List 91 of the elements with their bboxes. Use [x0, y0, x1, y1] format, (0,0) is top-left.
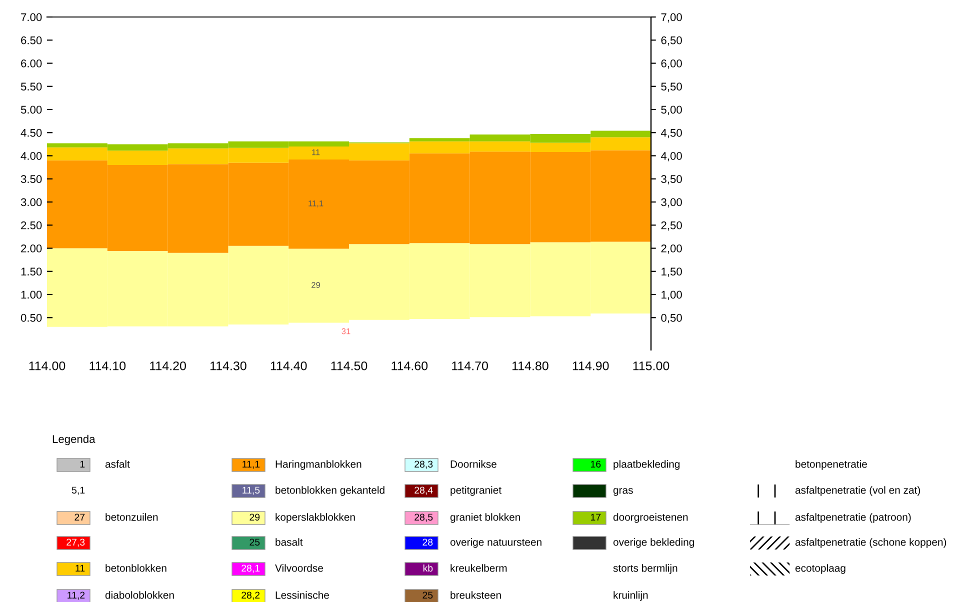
text: 28,5	[414, 514, 433, 522]
y2-tick-label: 1,00	[662, 290, 682, 300]
text: 27,3	[66, 538, 85, 547]
text: 28,4	[414, 486, 433, 495]
text: 29	[250, 514, 260, 521]
y2-tick-label: 7,00	[661, 13, 682, 22]
y-tick-label: 7.00	[21, 13, 42, 22]
legend-label: doorgroeistenen	[613, 513, 688, 523]
text: 28	[422, 538, 433, 546]
annotation: 11	[312, 149, 320, 156]
legend-label: Haringmanblokken	[276, 460, 362, 470]
text: 11	[76, 564, 85, 572]
y2-tick-label: 6,00	[661, 60, 682, 69]
y-tick-label: 0.50	[20, 314, 42, 322]
text: asfalt	[105, 460, 130, 468]
text: 11,5	[242, 486, 260, 495]
text: overige bekleding	[613, 538, 694, 548]
text: 17	[590, 514, 601, 521]
x-tick-label: 114.60	[392, 361, 428, 370]
x-tick-label: 115.00	[633, 361, 670, 370]
y-tick-label: 6.50	[21, 36, 42, 44]
y-tick-label: 3.00	[20, 198, 42, 206]
legend-title: Legenda	[52, 434, 96, 446]
text: Vilvoordse	[275, 564, 323, 572]
text: betonblokken gekanteld	[276, 486, 384, 496]
y2-tick-label: 2,00	[661, 244, 682, 254]
text: Lessinische	[276, 591, 329, 599]
x-tick-label: 114.50	[331, 361, 368, 370]
text: 27	[74, 514, 85, 521]
legend-label: betonblokken	[106, 564, 166, 572]
text: 25	[250, 538, 260, 546]
y-tick-label: 2.00	[21, 244, 42, 252]
text: gras	[613, 488, 633, 496]
x-tick-label: 114.40	[270, 361, 307, 370]
y-tick-label: 1.50	[21, 268, 42, 276]
text: kreukelberm	[450, 564, 507, 572]
text: 28,2	[242, 592, 260, 600]
text: storts bermlijn	[613, 564, 678, 574]
y2-tick-label: 4,50	[660, 128, 682, 138]
x-tick-label: 114.30	[210, 361, 246, 370]
text: 25	[422, 592, 433, 599]
y2-tick-label: 6,50	[661, 36, 682, 46]
y-tick-label: 4.50	[20, 128, 42, 137]
y2-tick-label: 0,50	[661, 314, 682, 324]
text: Doornikse	[450, 460, 496, 468]
text: kb	[423, 564, 433, 572]
y-tick-label: 1.00	[21, 290, 42, 299]
x-tick-label: 114.90	[572, 361, 609, 370]
annotation: 31	[342, 328, 350, 334]
y-tick-label: 2.50	[21, 221, 42, 230]
text: graniet blokken	[450, 513, 520, 523]
y2-tick-label: 1,50	[662, 268, 682, 277]
text: plaatbekleding	[614, 460, 680, 470]
y-tick-label: 4.00	[20, 152, 42, 160]
text: petitgraniet	[450, 486, 502, 496]
y2-tick-label: 4,00	[660, 152, 682, 162]
annotation: 29	[312, 282, 320, 288]
text: betonpenetratie	[796, 460, 867, 470]
text: 11,1	[242, 460, 260, 469]
y2-tick-label: 3,50	[661, 175, 682, 184]
text: 16	[590, 460, 601, 468]
text: asfaltpenetratie (vol en zat)	[795, 486, 920, 496]
text: 28,1	[242, 564, 260, 573]
text: overige natuursteen	[450, 538, 542, 548]
text: betonzuilen	[106, 513, 158, 521]
x-tick-label: 114.80	[512, 361, 548, 370]
text: 5,1	[72, 486, 85, 495]
x-tick-label: 114.10	[90, 361, 126, 370]
legend-label: koperslakblokken	[276, 513, 355, 523]
text: 11,2	[68, 592, 85, 600]
y-tick-label: 5.50	[20, 82, 42, 91]
text: kruinlijn	[614, 591, 648, 601]
text: ecotoplaag	[795, 564, 846, 574]
y2-tick-label: 3,00	[661, 198, 682, 208]
y-tick-label: 3.50	[20, 175, 42, 184]
y-tick-label: 6.00	[21, 60, 42, 68]
text: asfaltpenetratie (patroon)	[795, 513, 911, 523]
y2-tick-label: 5,00	[661, 106, 682, 115]
text: asfaltpenetratie (schone koppen)	[795, 538, 946, 548]
y2-tick-label: 5,50	[661, 82, 682, 92]
annotation: 11,1	[308, 200, 324, 208]
text: basalt	[276, 538, 303, 546]
x-tick-label: 114.20	[150, 361, 186, 370]
text: 1	[80, 460, 85, 468]
text: diaboloblokken	[105, 591, 174, 599]
y2-tick-label: 2,50	[661, 221, 682, 231]
text: 28,3	[414, 460, 433, 469]
text: breuksteen	[450, 591, 501, 599]
x-tick-label: 114.00	[29, 361, 66, 370]
y-tick-label: 5.00	[20, 106, 42, 114]
x-tick-label: 114.70	[452, 361, 488, 370]
